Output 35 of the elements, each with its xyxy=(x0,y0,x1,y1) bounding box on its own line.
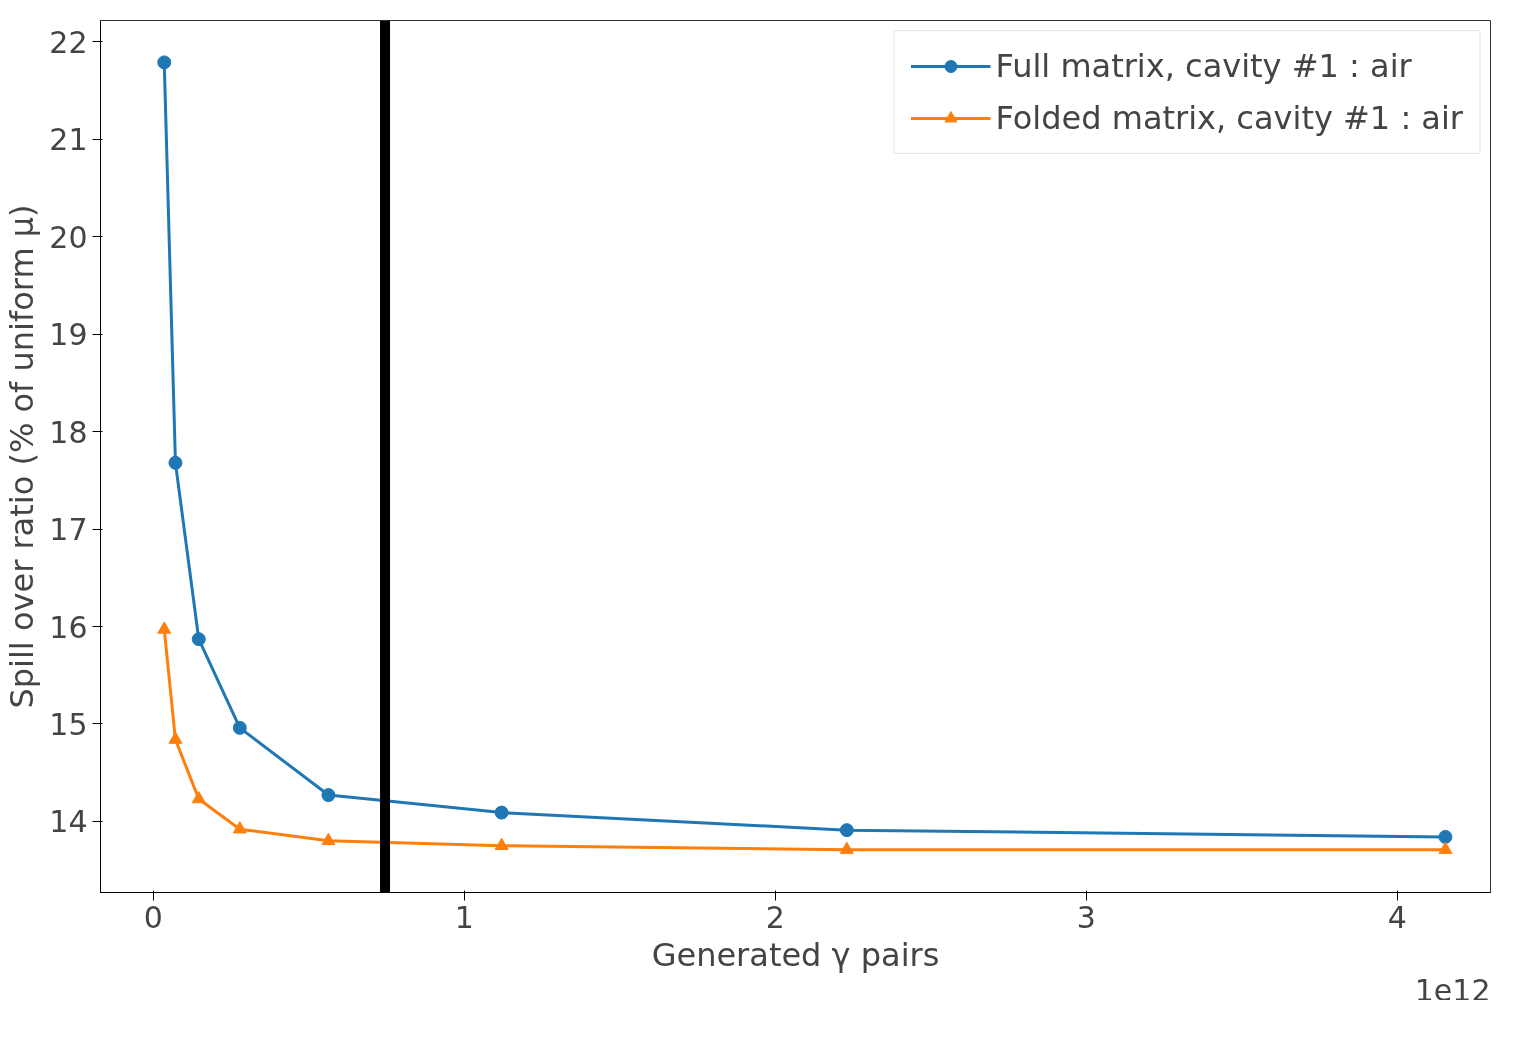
y-tick-label: 22 xyxy=(49,24,88,60)
y-tick-label: 19 xyxy=(49,317,88,353)
text: 1e12 xyxy=(1414,972,1491,1008)
point xyxy=(168,731,183,744)
point xyxy=(232,821,247,834)
legend-label: Full matrix, cavity #1 : air xyxy=(995,47,1412,85)
x-tick-label: 4 xyxy=(1387,899,1407,935)
x-tick-label: 0 xyxy=(143,899,163,935)
y-tick-label: 14 xyxy=(49,804,88,840)
y-tick-label: 20 xyxy=(49,219,88,255)
point xyxy=(494,837,509,850)
x-tick-label: 3 xyxy=(1076,899,1096,935)
y-tick-label: 15 xyxy=(49,706,88,742)
y-tick-label: 17 xyxy=(49,512,88,548)
point xyxy=(157,55,172,70)
point xyxy=(1438,841,1453,854)
point xyxy=(168,455,183,470)
point xyxy=(321,832,336,846)
point xyxy=(232,720,247,735)
point xyxy=(494,805,509,820)
point xyxy=(191,632,206,647)
x-tick-label: 1 xyxy=(454,899,474,935)
y-tick-label: 18 xyxy=(49,414,88,450)
point xyxy=(839,841,854,854)
y-tick-label: 21 xyxy=(49,122,88,158)
point xyxy=(321,788,336,803)
x-axis-title: Generated γ pairs xyxy=(651,935,940,974)
point xyxy=(157,621,172,634)
y-axis-title: Spill over ratio (% of uniform μ) xyxy=(3,204,42,709)
point xyxy=(1438,829,1453,844)
y-tick-label: 16 xyxy=(49,609,88,645)
legend-label: Folded matrix, cavity #1 : air xyxy=(995,99,1463,137)
x-tick-label: 2 xyxy=(765,899,785,935)
point xyxy=(839,823,854,838)
point xyxy=(191,790,206,804)
